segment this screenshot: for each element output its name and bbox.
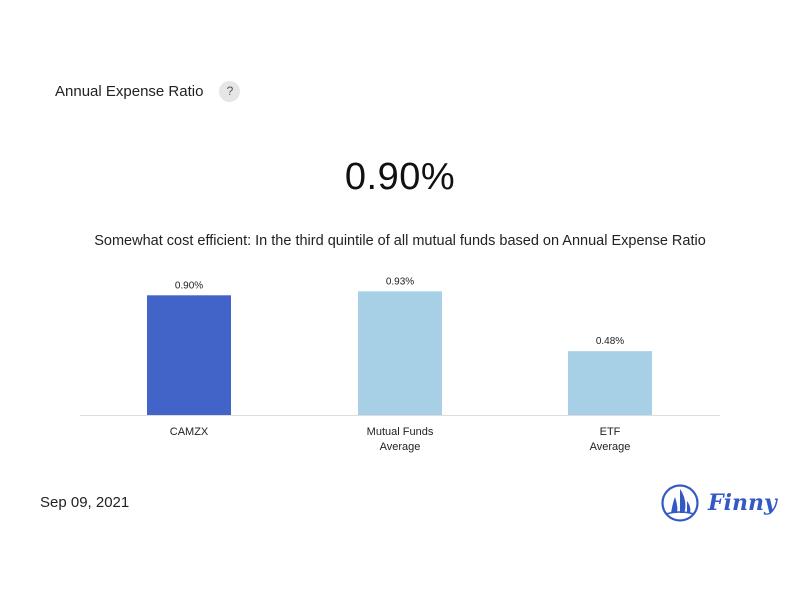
sailboat-logo-icon [661,484,699,522]
chart-header: Annual Expense Ratio ? [55,80,241,102]
bar-value-label: 0.93% [386,276,414,287]
bar-value-label: 0.90% [175,280,203,291]
as-of-date: Sep 09, 2021 [40,494,130,511]
x-tick-label: Average [590,441,631,453]
chart-title: Annual Expense Ratio [55,82,204,100]
bar[interactable] [358,291,442,415]
finny-logo-text: Finny [708,490,777,516]
finny-logo[interactable]: Finny [660,483,777,523]
x-tick-label: Mutual Funds [367,426,434,438]
x-tick-label: Average [380,441,421,453]
help-icon[interactable]: ? [219,80,241,102]
bar-value-label: 0.48% [596,336,624,347]
x-tick-label: ETF [600,426,621,438]
bar[interactable] [147,295,231,415]
x-tick-label: CAMZX [170,426,209,438]
bar[interactable] [568,351,652,415]
efficiency-description: Somewhat cost efficient: In the third qu… [94,233,706,249]
expense-ratio-value: 0.90% [344,156,456,198]
expense-ratio-bar-chart: 0.90% CAMZX 0.93% Mutual Funds Average 0.48% E… [80,276,720,453]
